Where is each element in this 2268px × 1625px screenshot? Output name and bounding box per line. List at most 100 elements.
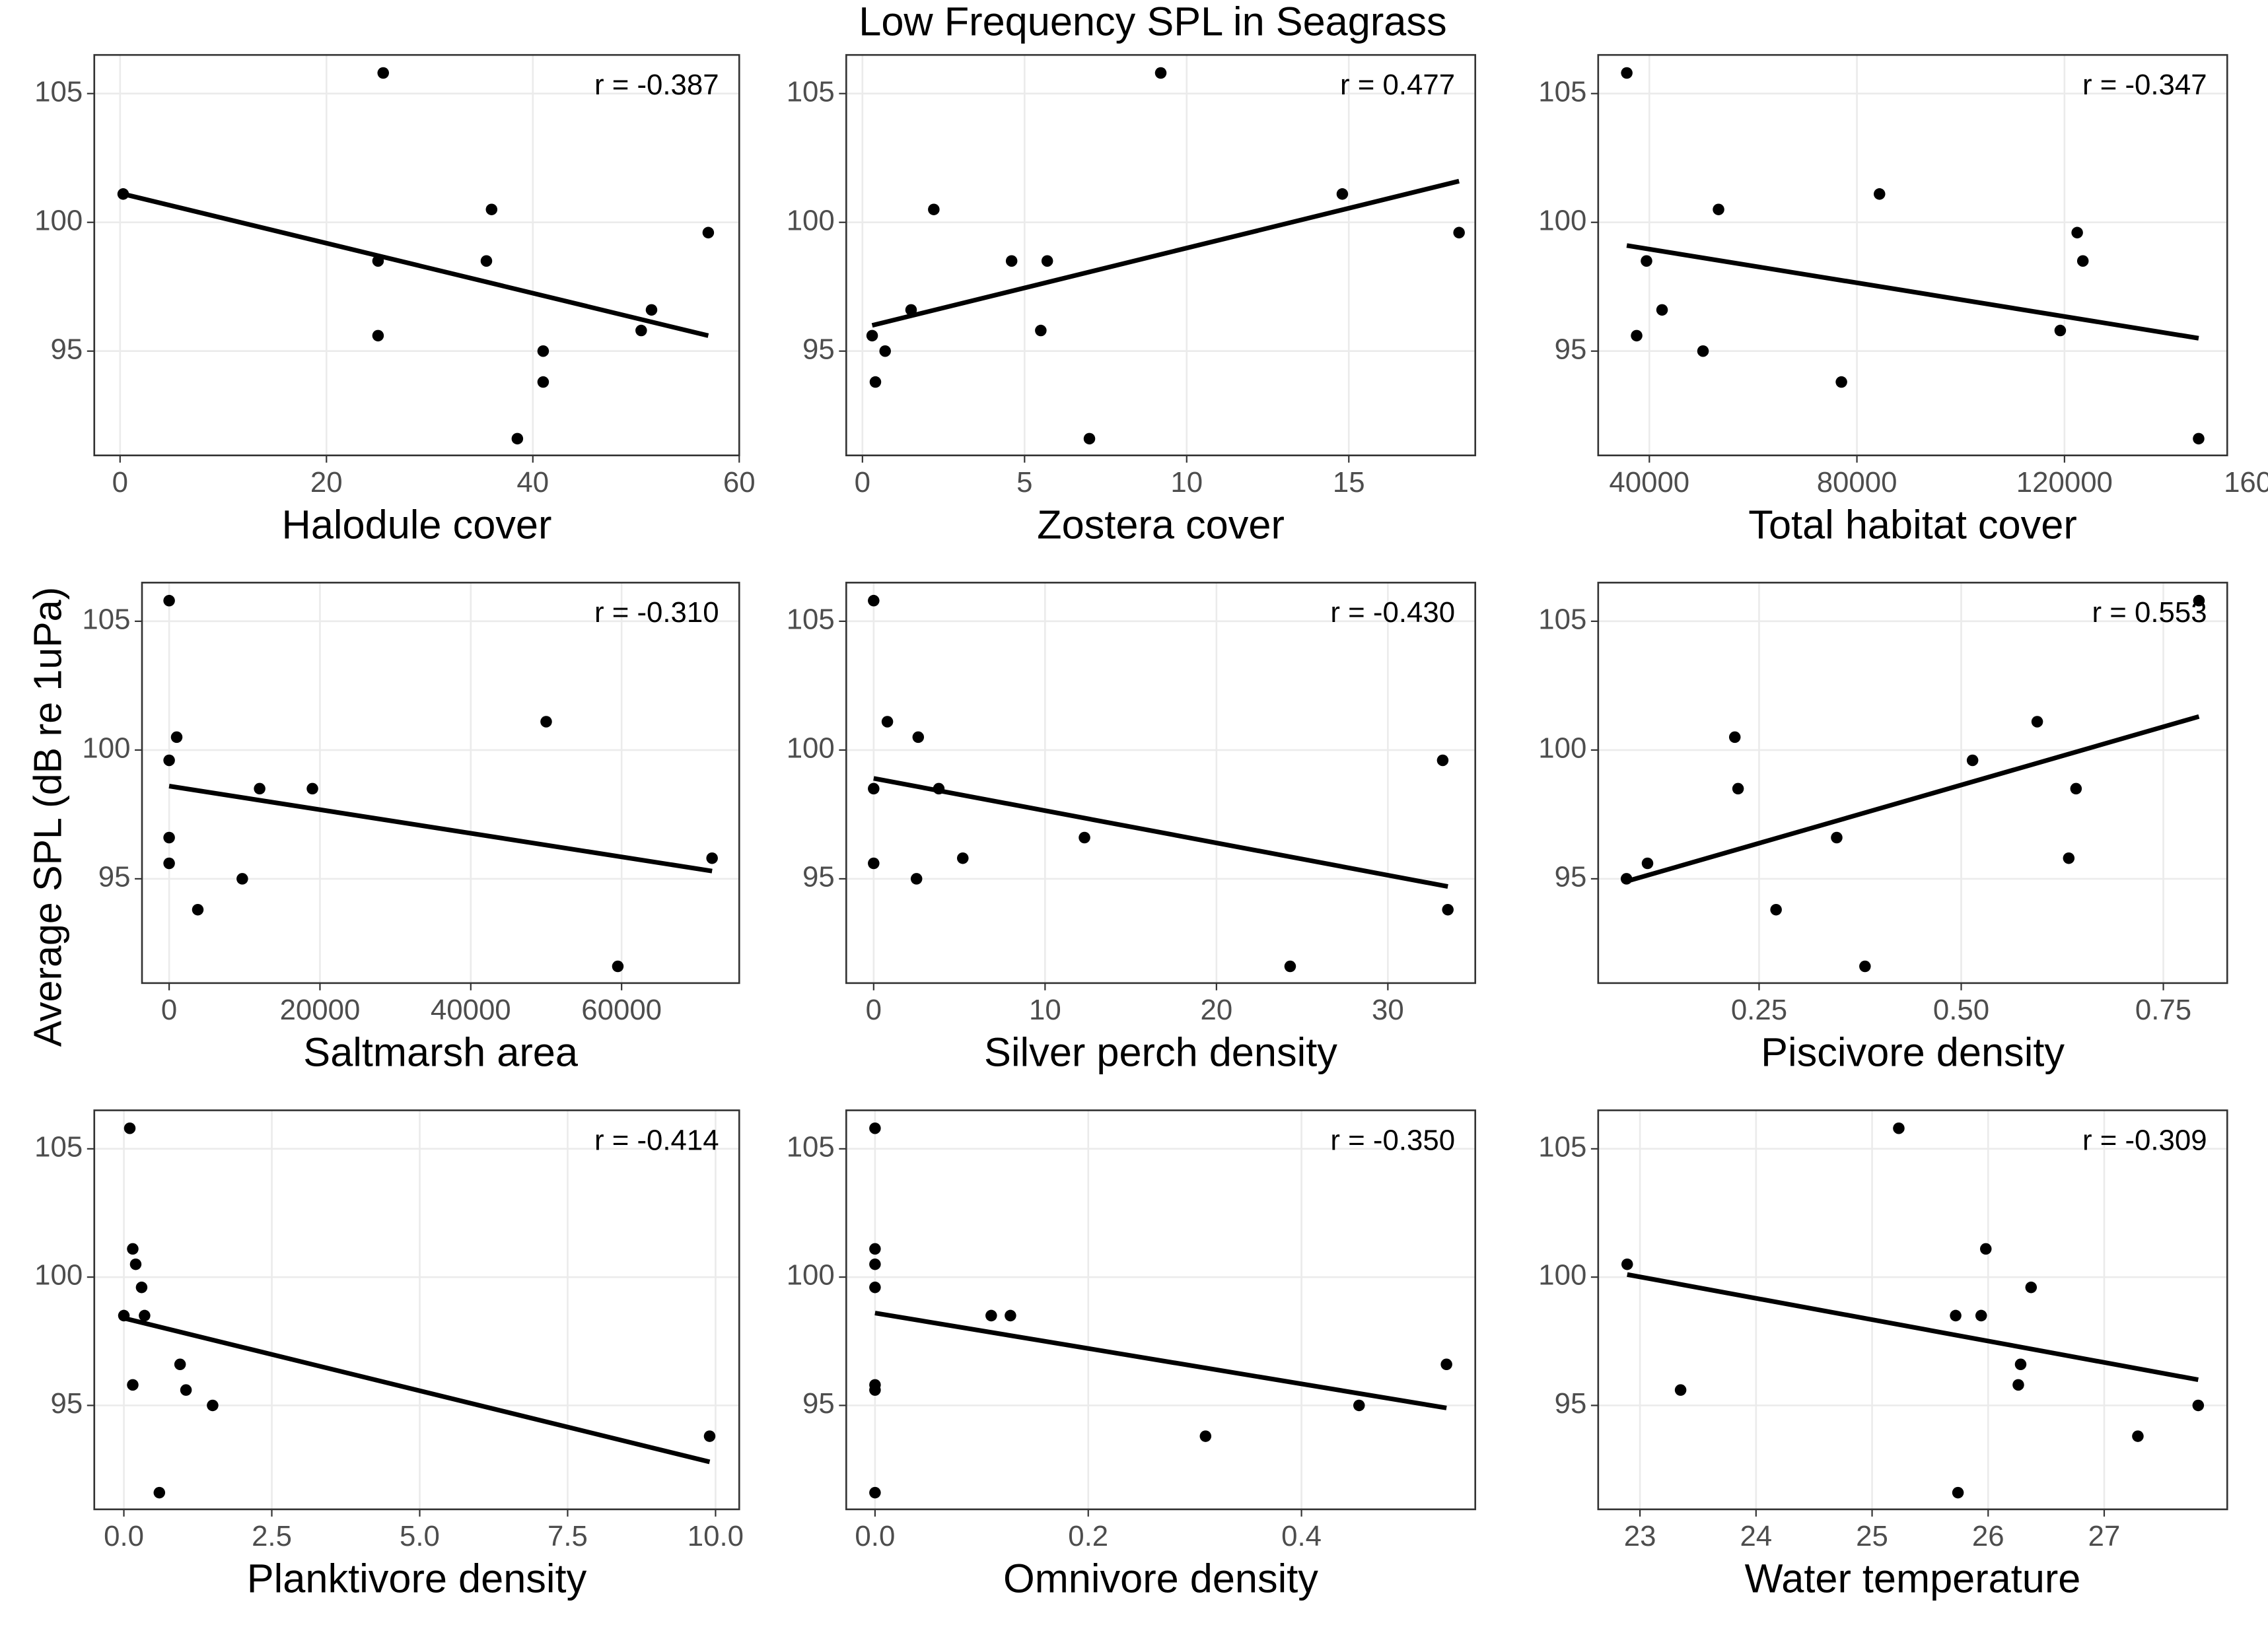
x-tick-label: 2.5 [252,1520,292,1552]
data-point [1656,304,1668,316]
x-axis-label: Omnivore density [1003,1556,1318,1601]
fit-line [1625,714,2200,884]
data-point [868,782,880,795]
data-point [127,1379,139,1391]
data-point [124,1122,136,1134]
data-point [1728,731,1741,743]
fit-line [1626,243,2199,341]
data-point [306,782,318,795]
data-point [866,329,878,342]
data-point [1621,67,1633,79]
data-point [2012,1379,2024,1391]
y-axis-label: Average SPL (dB re 1uPa) [26,587,70,1047]
panel-border [845,1109,1477,1511]
x-tick-label: 20000 [280,994,361,1026]
x-tick-label: 10 [1029,994,1061,1026]
data-point [1336,188,1349,200]
y-tick-label: 105 [787,75,835,108]
data-point [163,754,175,767]
data-point [540,716,552,728]
y-tick-label: 95 [98,860,131,893]
data-point [1353,1399,1365,1412]
data-point [1952,1486,1964,1499]
y-tick-label: 105 [82,603,130,635]
data-point [1950,1309,1962,1322]
data-point [1732,782,1744,795]
data-point [537,376,549,388]
x-tick-label: 10.0 [688,1520,744,1552]
data-point [180,1384,192,1396]
data-point [1641,255,1652,267]
data-point [1975,1309,1987,1322]
y-tick-label: 105 [787,603,835,635]
data-point [2063,852,2075,864]
data-point [645,304,658,316]
data-point [869,376,882,388]
data-point [1440,1358,1452,1371]
x-tick-label: 0.50 [1933,994,1989,1026]
data-point [254,782,266,795]
y-tick-label: 105 [34,75,83,108]
x-tick-label: 23 [1624,1520,1656,1552]
data-point [2025,1281,2038,1294]
x-tick-label: 0.75 [2135,994,2191,1026]
panel: 95 100 105 0 20000 40000 60000 r = -0.310 Saltma… [82,582,740,1075]
data-point [869,1281,881,1294]
panel: 95 100 105 0 10 20 30 r = -0.430 Silver perch de… [787,582,1477,1075]
x-axis-label: Silver perch density [984,1030,1337,1075]
x-tick-label: 5.0 [400,1520,440,1552]
y-tick-label: 100 [787,204,835,236]
data-point [1966,754,1979,767]
data-point [1041,255,1053,267]
annotation: r = -0.347 [2082,69,2207,101]
data-point [2070,782,2082,795]
data-point [1442,903,1454,916]
y-tick-label: 100 [34,1259,83,1292]
y-tick-label: 105 [787,1130,835,1163]
data-point [1835,376,1847,388]
x-tick-label: 0 [161,994,177,1026]
fit-line [123,1315,711,1465]
data-point [1005,1309,1016,1322]
panel: 95 100 105 40000 80000 120000 160000 r = -0.347… [1538,53,2268,547]
data-point [702,226,715,239]
data-point [1979,1243,1992,1255]
data-point [127,1243,139,1255]
x-tick-label: 40000 [431,994,511,1026]
data-point [2031,716,2043,728]
x-tick-label: 26 [1972,1520,2004,1552]
y-tick-label: 100 [1538,204,1586,236]
panel-background [846,582,1475,983]
data-point [1621,1258,1633,1270]
data-point [192,903,204,916]
panel: 95 100 105 23 24 25 26 27 r = -0.309 Water temper… [1538,1109,2228,1601]
data-point [1697,345,1709,357]
x-tick-label: 120000 [2016,466,2113,499]
x-tick-label: 80000 [1817,466,1897,499]
data-point [2014,1358,2027,1371]
data-point [881,716,894,728]
x-tick-label: 0 [855,466,870,499]
panel-border [845,582,1477,985]
data-point [1770,903,1782,916]
panel: 95 100 105 0 5 10 15 r = 0.477 Zostera cover [787,53,1477,547]
panel-background [1598,582,2228,983]
panel-border [1597,53,2228,457]
x-tick-label: 0 [866,994,882,1026]
data-point [2071,226,2083,239]
data-point [135,1281,148,1294]
data-point [1893,1122,1905,1134]
data-point [879,345,891,357]
data-point [1035,324,1047,337]
data-point [153,1486,166,1499]
x-tick-label: 160000 [2224,466,2268,499]
panel: 95 100 105 0.0 0.2 0.4 r = -0.350 Omnivore dens… [787,1109,1477,1601]
annotation: r = -0.387 [594,69,719,101]
x-tick-label: 60 [723,466,756,499]
data-point [706,852,718,864]
data-point [869,1122,881,1134]
x-axis-label: Planktivore density [247,1556,587,1601]
data-point [612,960,624,973]
panel-border [1597,582,2228,985]
